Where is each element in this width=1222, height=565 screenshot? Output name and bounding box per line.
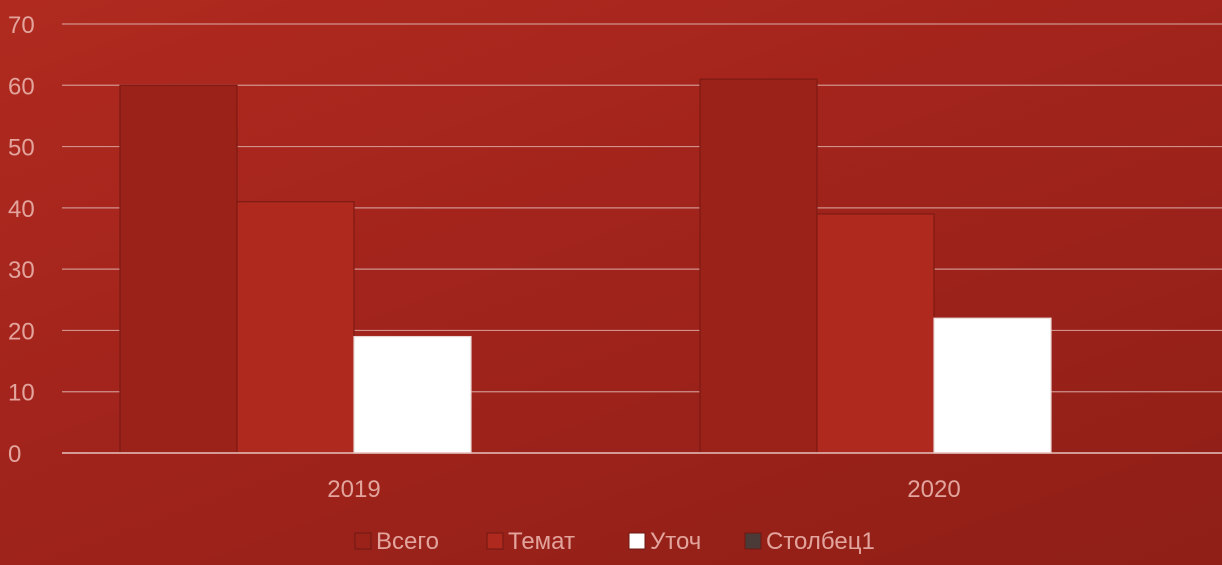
bar-Уточ-2020 — [933, 317, 1052, 454]
x-tick-label: 2020 — [907, 476, 960, 503]
bar-Уточ-2019 — [353, 335, 472, 454]
legend-swatch — [486, 532, 504, 550]
legend-label: Всего — [376, 528, 439, 555]
legend-label: Уточ — [650, 528, 701, 555]
y-axis-ticks: 0 10 20 30 40 50 60 70 — [8, 12, 35, 468]
legend-label: Столбец1 — [766, 528, 875, 555]
bar-Всего-2019 — [119, 84, 238, 454]
legend-swatch — [744, 532, 762, 550]
legend-label: Темат — [508, 528, 575, 555]
bar-Всего-2020 — [699, 78, 818, 454]
bar-Темат-2019 — [236, 201, 355, 454]
bars — [119, 78, 1052, 454]
y-tick-label: 60 — [8, 73, 35, 100]
y-tick-label: 20 — [8, 318, 35, 345]
y-tick-label: 50 — [8, 135, 35, 162]
y-tick-label: 40 — [8, 196, 35, 223]
y-tick-label: 30 — [8, 257, 35, 284]
legend: Всего Темат Уточ Столбец1 — [354, 528, 875, 555]
y-tick-label: 70 — [8, 12, 35, 39]
x-axis-ticks: 2019 2020 — [327, 476, 960, 503]
legend-swatch — [628, 532, 646, 550]
y-tick-label: 10 — [8, 380, 35, 407]
bar-Темат-2020 — [816, 213, 935, 454]
x-tick-label: 2019 — [327, 476, 380, 503]
legend-swatch — [354, 532, 372, 550]
y-tick-label: 0 — [8, 441, 21, 468]
